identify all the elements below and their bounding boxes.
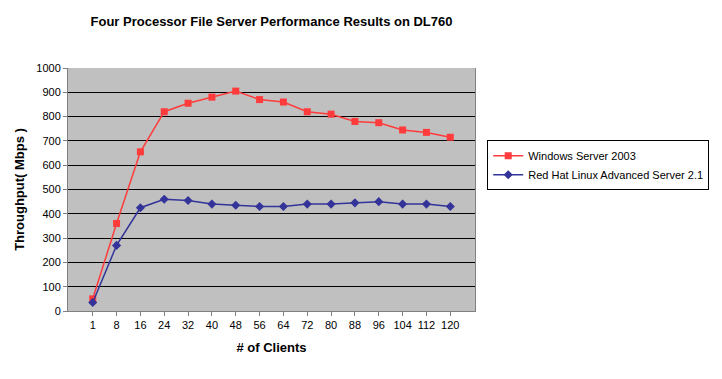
svg-text:600: 600 xyxy=(42,159,60,171)
svg-text:32: 32 xyxy=(182,319,194,331)
svg-text:72: 72 xyxy=(301,319,313,331)
svg-text:8: 8 xyxy=(113,319,119,331)
svg-text:1000: 1000 xyxy=(36,62,60,74)
svg-text:64: 64 xyxy=(277,319,289,331)
svg-text:Red Hat Linux Advanced Server: Red Hat Linux Advanced Server 2.1 xyxy=(528,169,703,181)
svg-text:24: 24 xyxy=(158,319,170,331)
svg-text:Throughput( Mbps ): Throughput( Mbps ) xyxy=(12,128,27,251)
svg-text:300: 300 xyxy=(42,232,60,244)
svg-text:48: 48 xyxy=(230,319,242,331)
svg-text:96: 96 xyxy=(373,319,385,331)
svg-text:16: 16 xyxy=(134,319,146,331)
svg-text:100: 100 xyxy=(42,281,60,293)
svg-text:1: 1 xyxy=(90,319,96,331)
svg-text:88: 88 xyxy=(349,319,361,331)
svg-text:0: 0 xyxy=(55,305,61,317)
svg-text:# of Clients: # of Clients xyxy=(236,340,306,355)
svg-text:40: 40 xyxy=(206,319,218,331)
svg-text:Windows Server 2003: Windows Server 2003 xyxy=(528,150,636,162)
svg-text:104: 104 xyxy=(393,319,411,331)
svg-text:112: 112 xyxy=(418,319,436,331)
svg-text:120: 120 xyxy=(441,319,459,331)
svg-text:400: 400 xyxy=(42,208,60,220)
svg-text:900: 900 xyxy=(42,86,60,98)
svg-text:200: 200 xyxy=(42,256,60,268)
svg-text:700: 700 xyxy=(42,135,60,147)
svg-text:800: 800 xyxy=(42,110,60,122)
svg-text:500: 500 xyxy=(42,183,60,195)
svg-text:80: 80 xyxy=(325,319,337,331)
svg-text:56: 56 xyxy=(253,319,265,331)
svg-text:Four Processor File Server Per: Four Processor File Server Performance R… xyxy=(91,14,453,29)
